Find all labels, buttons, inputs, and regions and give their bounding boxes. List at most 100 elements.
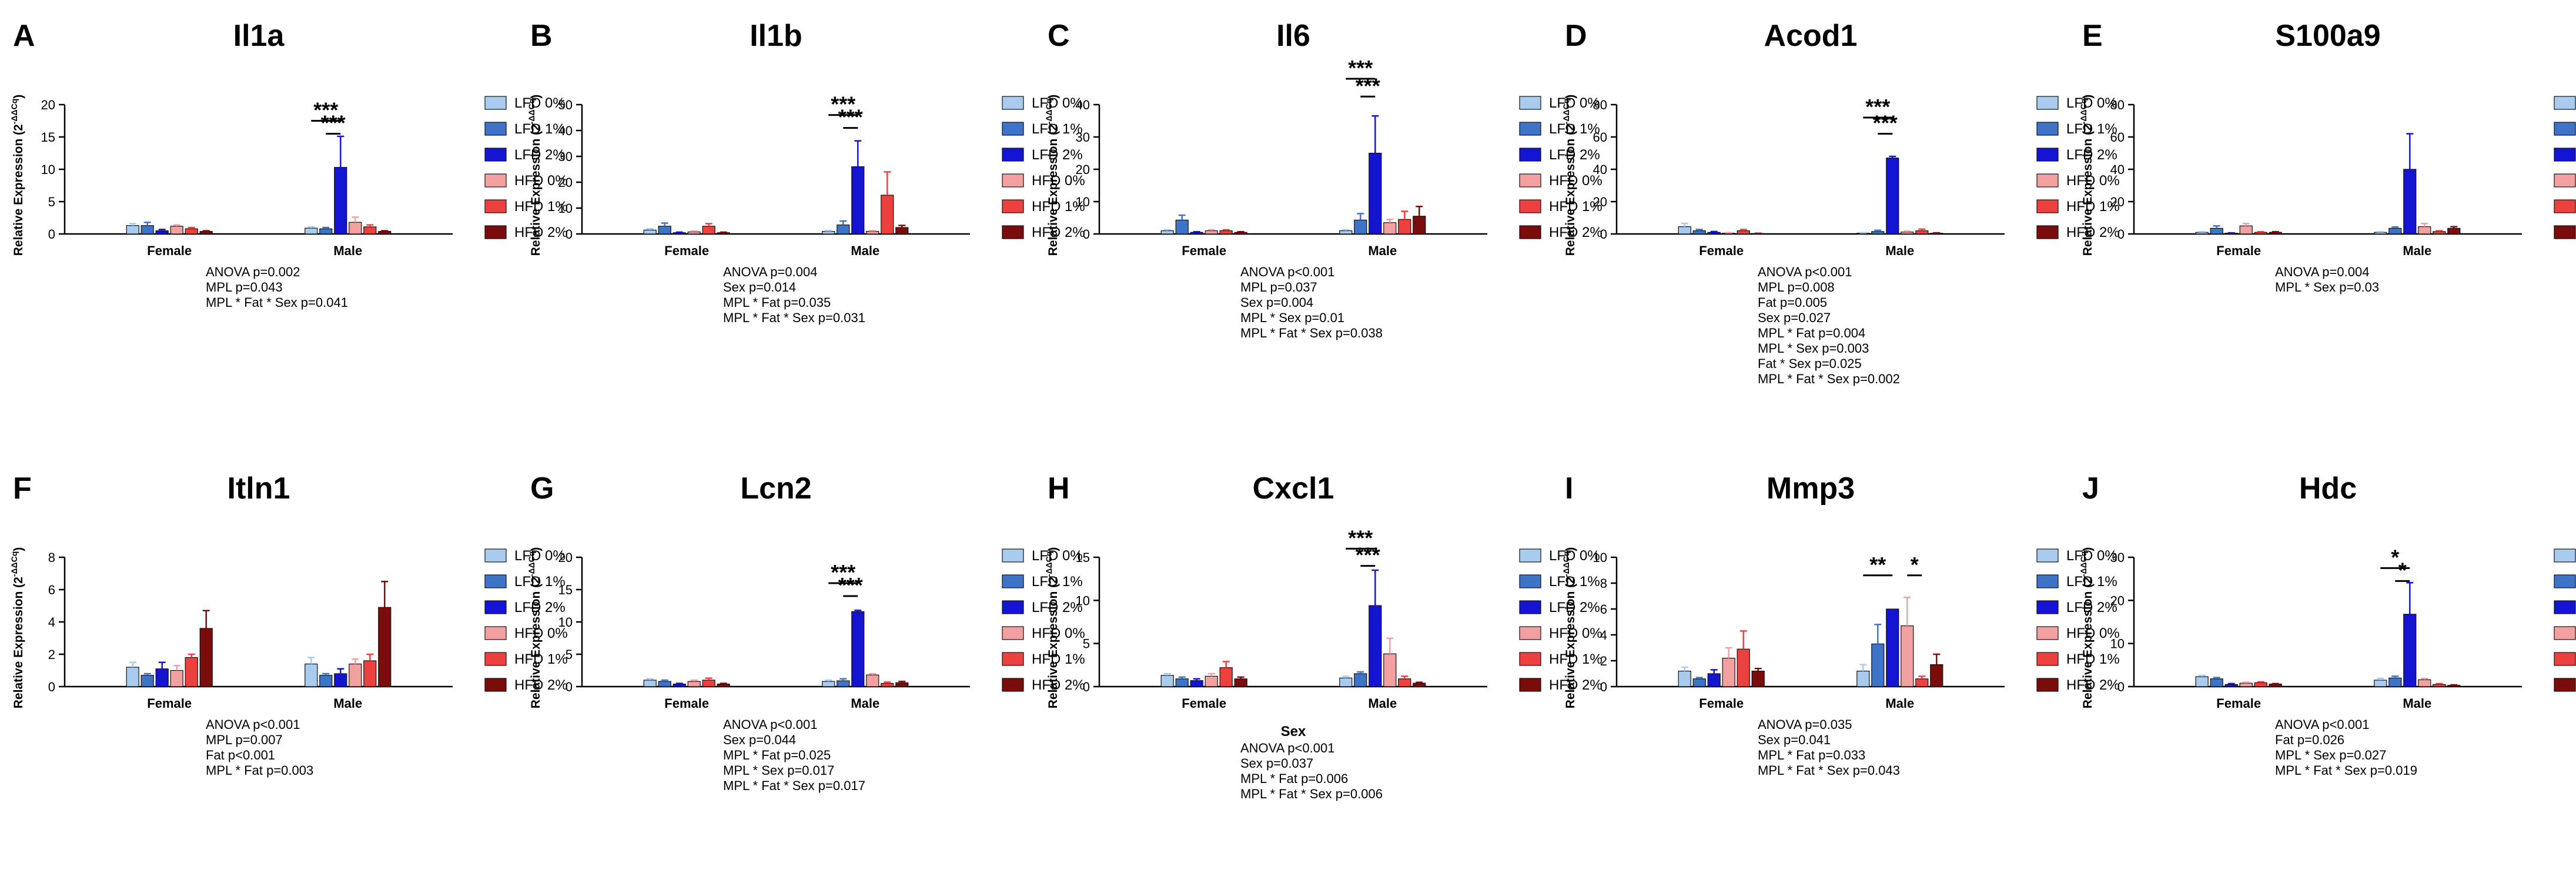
stats-line: Sex p=0.014 bbox=[723, 280, 796, 295]
legend-swatch bbox=[1002, 173, 1024, 188]
bar bbox=[2254, 682, 2267, 687]
y-tick-label: 10 bbox=[1076, 195, 1090, 209]
bar bbox=[2210, 678, 2223, 687]
bar bbox=[837, 225, 850, 235]
bar bbox=[1692, 678, 1706, 687]
bar bbox=[1190, 680, 1203, 687]
bar bbox=[2418, 679, 2431, 687]
stats-line: Sex p=0.037 bbox=[1240, 756, 1313, 771]
stats-line: ANOVA p=0.004 bbox=[2275, 265, 2369, 279]
x-tick-label: Male bbox=[1368, 696, 1397, 711]
bar bbox=[895, 682, 909, 687]
y-tick-label: 40 bbox=[1593, 162, 1607, 177]
bar bbox=[2195, 232, 2209, 235]
legend-swatch bbox=[2036, 96, 2059, 110]
legend-label: LFD 1% bbox=[1032, 121, 1083, 137]
y-tick-label: 0 bbox=[1083, 227, 1090, 242]
legend-swatch bbox=[1002, 225, 1024, 239]
stats-line: ANOVA p=0.035 bbox=[1758, 717, 1852, 732]
legend-swatch bbox=[2036, 600, 2059, 614]
bar bbox=[378, 607, 392, 687]
y-tick-label: 0 bbox=[48, 680, 55, 694]
legend-swatch bbox=[484, 600, 507, 614]
bar bbox=[1871, 643, 1885, 687]
bar bbox=[1339, 230, 1353, 235]
y-axis-label-text: Relative Expression (2 bbox=[12, 577, 25, 708]
y-axis-label-text: Relative Expression (2 bbox=[1564, 124, 1577, 256]
y-tick-label: 8 bbox=[1600, 576, 1607, 591]
legend-label: HFD 2% bbox=[1032, 225, 1085, 240]
legend-swatch bbox=[1002, 548, 1024, 563]
bar bbox=[305, 663, 318, 687]
bar bbox=[2447, 227, 2461, 235]
y-axis-label-text: Relative Expression (2 bbox=[529, 124, 543, 256]
bar bbox=[155, 230, 169, 235]
legend-swatch bbox=[2554, 600, 2576, 614]
stats-line: Fat p<0.001 bbox=[206, 748, 275, 762]
y-axis-label: Relative Expression (2-ΔΔCq) bbox=[527, 95, 543, 256]
y-axis-label: Relative Expression (2-ΔΔCq) bbox=[2079, 95, 2095, 256]
significance-label: ** bbox=[1869, 553, 1886, 577]
y-tick-label: 5 bbox=[1083, 637, 1090, 651]
bar bbox=[643, 229, 657, 235]
stats-line: MPL * Fat * Sex p=0.041 bbox=[206, 295, 348, 310]
x-tick-label: Male bbox=[1368, 243, 1397, 258]
y-tick-label: 30 bbox=[2110, 550, 2125, 565]
x-tick-label: Female bbox=[1182, 243, 1226, 258]
panel-letter: G bbox=[530, 471, 554, 506]
bar bbox=[1722, 657, 1735, 687]
y-axis-label-superscript: -ΔΔCq bbox=[1561, 99, 1571, 124]
y-axis-label-text: Relative Expression (2 bbox=[1564, 577, 1577, 708]
bar bbox=[2210, 227, 2223, 235]
legend-swatch bbox=[484, 652, 507, 666]
bar bbox=[1383, 653, 1397, 687]
legend-label: HFD 1% bbox=[2066, 651, 2120, 667]
bar bbox=[2239, 225, 2253, 235]
y-tick-label: 0 bbox=[1600, 227, 1607, 242]
y-tick-label: 60 bbox=[2110, 130, 2125, 145]
legend-swatch bbox=[2554, 96, 2576, 110]
bar bbox=[1707, 232, 1721, 235]
bar bbox=[895, 227, 909, 235]
bar bbox=[349, 663, 362, 687]
y-tick-label: 10 bbox=[2110, 637, 2125, 651]
bar bbox=[2239, 682, 2253, 687]
stats-line: ANOVA p<0.001 bbox=[1240, 741, 1334, 755]
stats-line: ANOVA p<0.001 bbox=[1240, 265, 1334, 279]
legend-label: LFD 2% bbox=[1549, 147, 1600, 163]
significance-label: * bbox=[2391, 545, 2399, 569]
significance-label: *** bbox=[321, 111, 346, 135]
bar bbox=[2254, 232, 2267, 235]
y-tick-label: 0 bbox=[2117, 680, 2125, 694]
y-axis-label-close: ) bbox=[12, 547, 25, 551]
stats-line: MPL * Fat p=0.025 bbox=[723, 748, 831, 762]
legend-label: HFD 0% bbox=[1549, 625, 1603, 641]
panel-title: Cxcl1 bbox=[1253, 471, 1334, 506]
y-axis-label: Relative Expression (2-ΔΔCq) bbox=[1561, 547, 1577, 709]
y-tick-label: 10 bbox=[558, 615, 573, 630]
legend-swatch bbox=[1519, 548, 1541, 563]
bar bbox=[1369, 152, 1382, 235]
stats-line: Fat * Sex p=0.025 bbox=[1758, 356, 1862, 371]
legend-swatch bbox=[1002, 199, 1024, 213]
bar bbox=[1160, 675, 1174, 687]
bar bbox=[126, 667, 139, 687]
legend-label: HFD 1% bbox=[1032, 651, 1085, 667]
legend-swatch bbox=[1002, 96, 1024, 110]
y-axis-label-text: Relative Expression (2 bbox=[2081, 577, 2095, 708]
legend-label: LFD 0% bbox=[1549, 548, 1600, 564]
stats-line: MPL * Sex p=0.03 bbox=[2275, 280, 2379, 295]
legend-label: LFD 2% bbox=[1032, 600, 1083, 615]
panel-title: Itln1 bbox=[228, 471, 290, 506]
bar bbox=[1160, 230, 1174, 235]
bar bbox=[319, 228, 333, 235]
legend-swatch bbox=[2554, 652, 2576, 666]
legend-label: HFD 1% bbox=[1549, 199, 1603, 215]
legend-swatch bbox=[484, 225, 507, 239]
significance-label: *** bbox=[1865, 95, 1890, 119]
legend-swatch bbox=[2036, 678, 2059, 692]
